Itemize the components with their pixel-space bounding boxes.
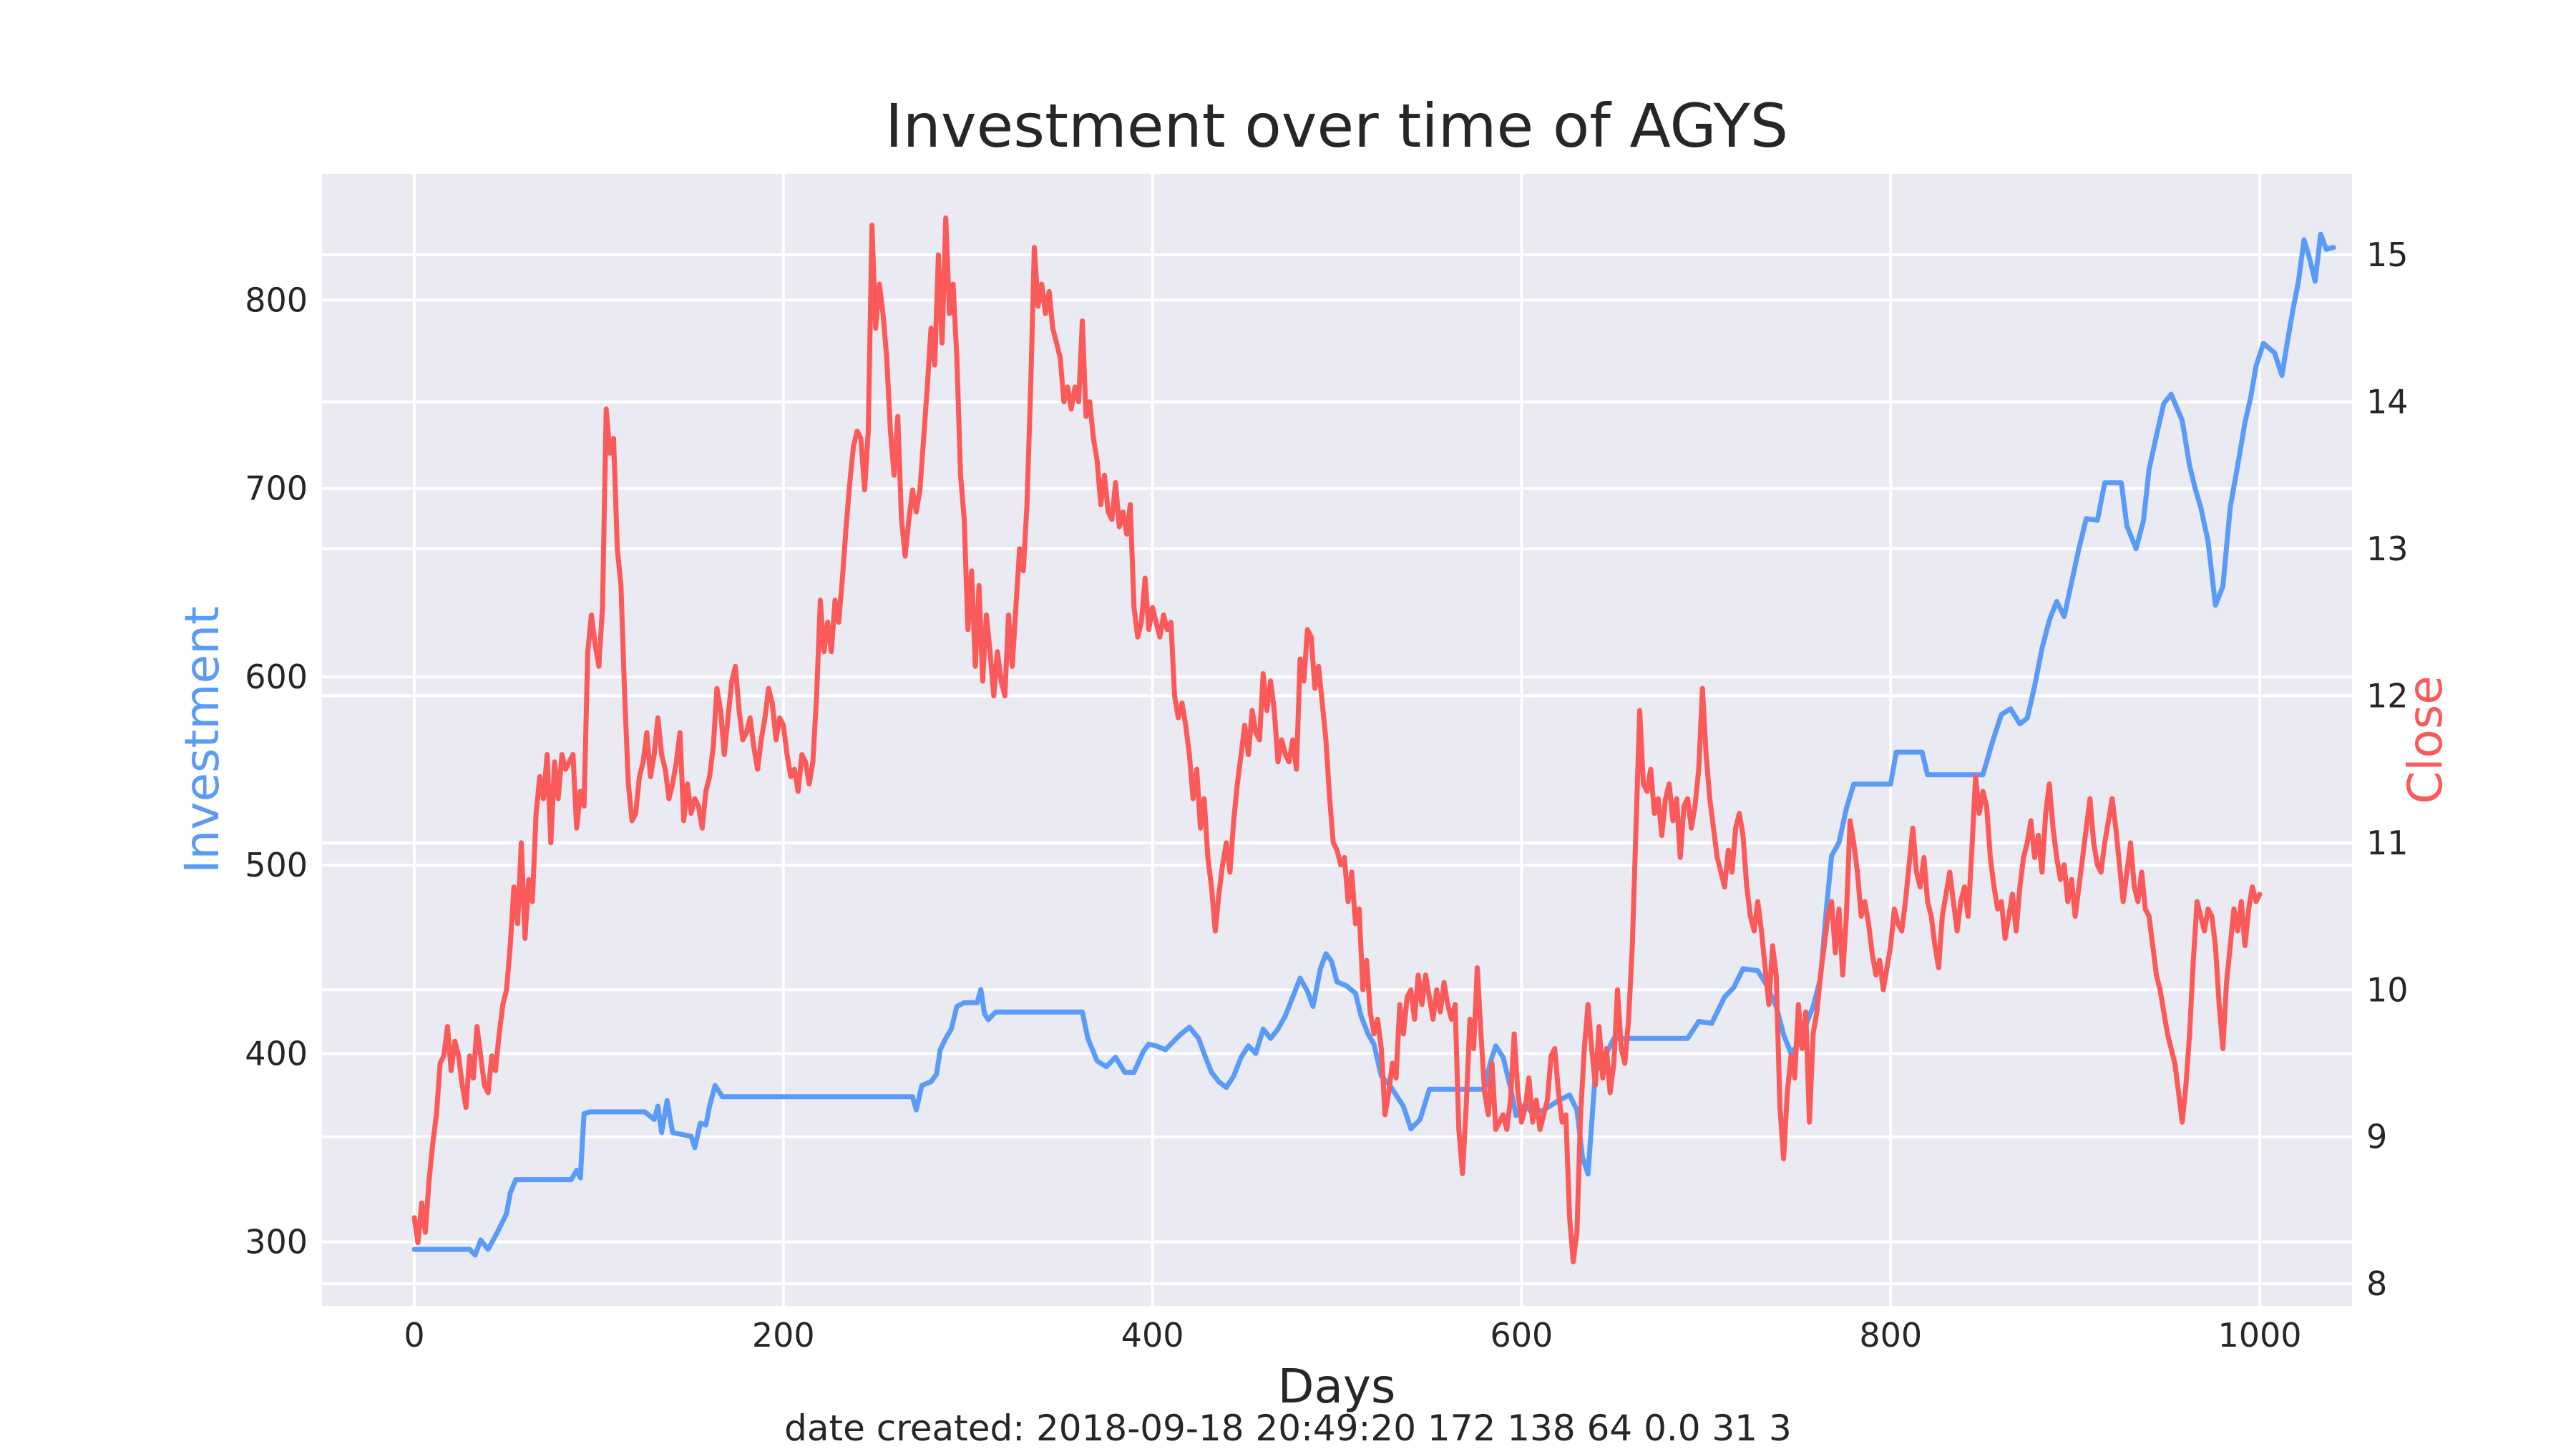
x-tick-label: 600: [1491, 1316, 1553, 1355]
x-tick-label: 800: [1859, 1316, 1922, 1355]
y-right-tick-label: 13: [2366, 530, 2409, 568]
y-left-tick-label: 600: [245, 658, 308, 696]
y-axis-right-label: Close: [2398, 675, 2453, 804]
right-axis-ticks: 8 9 10 11 12 13 14 15: [2366, 235, 2409, 1303]
y-axis-left-label: Investment: [175, 606, 230, 874]
investment-series-line: [411, 231, 2336, 1258]
x-tick-label: 0: [404, 1316, 424, 1355]
y-right-tick-label: 9: [2366, 1118, 2387, 1156]
x-tick-label: 200: [752, 1316, 815, 1355]
y-left-tick-label: 400: [245, 1034, 308, 1073]
y-right-tick-label: 14: [2366, 382, 2409, 421]
x-tick-label: 1000: [2218, 1316, 2302, 1355]
x-axis-label: Days: [1278, 1359, 1396, 1414]
close-series-line: [411, 215, 2263, 1264]
y-left-tick-label: 500: [245, 846, 308, 884]
y-left-tick-label: 800: [245, 280, 308, 319]
y-left-tick-label: 300: [245, 1223, 308, 1262]
y-right-tick-label: 15: [2366, 235, 2409, 274]
y-right-tick-label: 11: [2366, 824, 2409, 862]
y-left-tick-label: 700: [245, 469, 308, 508]
series-layer: [411, 215, 2336, 1264]
left-axis-ticks: 300 400 500 600 700 800: [245, 280, 308, 1261]
footer-text: date created: 2018-09-18 20:49:20 172 13…: [784, 1407, 1792, 1449]
y-right-tick-label: 8: [2366, 1264, 2387, 1303]
grid: [322, 174, 2352, 1306]
y-right-tick-label: 10: [2366, 970, 2409, 1009]
x-axis-ticks: 0 200 400 600 800 1000: [404, 1316, 2301, 1355]
x-tick-label: 400: [1121, 1316, 1184, 1355]
chart-title: Investment over time of AGYS: [885, 91, 1788, 161]
y-right-tick-label: 12: [2366, 676, 2409, 715]
